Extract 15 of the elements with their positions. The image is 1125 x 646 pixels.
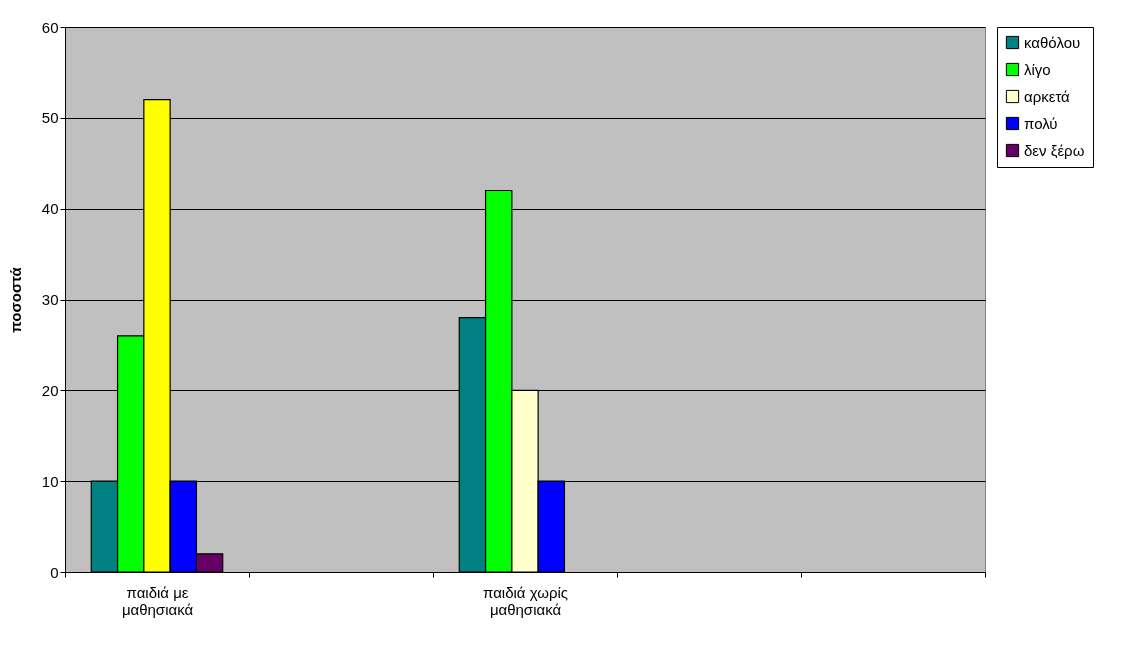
y-tick-label: 40 <box>41 200 59 218</box>
y-tick-label: 20 <box>41 381 59 399</box>
y-tick-label: 0 <box>50 563 59 581</box>
legend-label: λίγο <box>1024 60 1051 78</box>
y-tick-label: 10 <box>41 472 59 490</box>
y-axis-title: ποσοστά <box>6 266 24 333</box>
x-tick-label: παιδιά με μαθησιακά <box>121 583 194 618</box>
legend-label: δεν ξέρω <box>1024 141 1085 159</box>
y-tick-label: 60 <box>41 18 59 36</box>
x-tick-label: παιδιά χωρίς μαθησιακά <box>483 583 568 618</box>
y-tick-label: 50 <box>41 109 59 127</box>
legend-label: καθόλου <box>1024 33 1081 51</box>
legend-label: αρκετά <box>1024 87 1071 105</box>
legend-label: πολύ <box>1024 114 1058 132</box>
y-tick-label: 30 <box>41 291 59 308</box>
